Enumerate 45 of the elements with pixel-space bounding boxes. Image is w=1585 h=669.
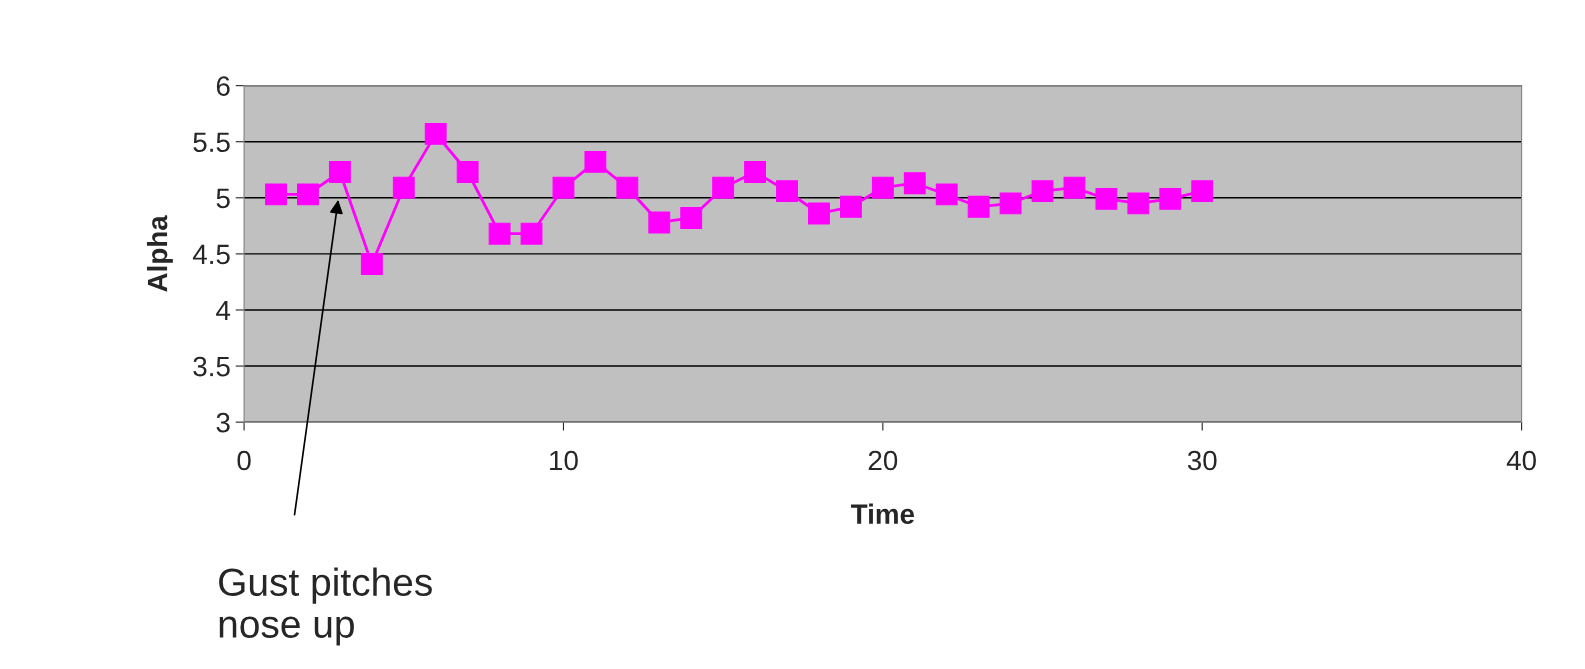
y-tick-label: 3.5 [193, 356, 230, 377]
point [488, 222, 511, 245]
x-tick-label: 10 [550, 450, 578, 471]
point [360, 253, 383, 275]
y-tick-label: 6 [216, 76, 230, 96]
point [1063, 176, 1086, 199]
point [1095, 187, 1118, 210]
point [744, 161, 767, 183]
x-tick-label: 40 [1506, 450, 1536, 471]
point [616, 176, 639, 199]
y-tick-label: 3 [216, 412, 230, 433]
point [839, 195, 862, 218]
point [776, 180, 798, 203]
point [680, 207, 703, 229]
point [1159, 187, 1182, 210]
point [871, 176, 894, 199]
point [999, 192, 1022, 215]
point [648, 211, 671, 234]
point [265, 183, 287, 206]
point [584, 150, 607, 173]
y-tick-label: 4.5 [192, 244, 230, 265]
x-tick-label: 0 [237, 450, 251, 471]
point [1031, 180, 1054, 203]
x-tick-label: 20 [868, 450, 898, 471]
point [1127, 192, 1150, 215]
point [967, 195, 990, 218]
point [297, 183, 319, 206]
point [712, 176, 735, 199]
text: Gust pitches nose up [219, 567, 432, 646]
point [935, 183, 958, 206]
point [520, 222, 543, 245]
point [1191, 180, 1214, 203]
point [392, 176, 415, 199]
point [328, 161, 351, 183]
y-tick-label: 5.5 [193, 132, 230, 153]
x-axis-title: Time [850, 503, 915, 524]
point [456, 161, 479, 183]
point [424, 122, 447, 145]
point [903, 172, 926, 195]
y-tick-label: 4 [216, 300, 231, 321]
y-tick-label: 5 [216, 188, 230, 209]
point [808, 202, 830, 225]
point [552, 176, 575, 199]
y-axis-title: Alpha [146, 215, 173, 292]
x-tick-label: 30 [1187, 450, 1217, 471]
